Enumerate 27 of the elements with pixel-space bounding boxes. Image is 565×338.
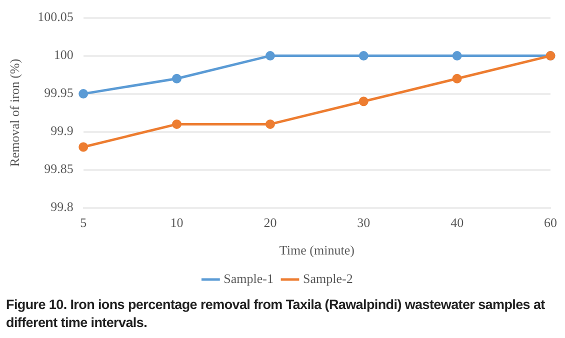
y-tick-label: 99.85 bbox=[44, 161, 74, 176]
x-tick-label: 20 bbox=[264, 215, 277, 230]
legend-label: Sample-1 bbox=[224, 270, 274, 286]
point bbox=[452, 51, 462, 61]
point bbox=[265, 119, 275, 129]
point bbox=[172, 74, 182, 84]
y-tick-label: 100.05 bbox=[38, 9, 74, 24]
x-tick-label: 40 bbox=[450, 215, 464, 230]
x-axis-title: Time (minute) bbox=[279, 242, 354, 258]
caption: Figure 10. Iron ions percentage removal from Taxila (Rawalpindi) wastewater samples at different time intervals. bbox=[6, 296, 546, 332]
y-tick-label: 99.95 bbox=[44, 85, 74, 100]
x-tick-label: 60 bbox=[544, 215, 557, 230]
y-tick-label: 99.8 bbox=[50, 199, 74, 214]
y-tick-label: 100 bbox=[54, 47, 74, 62]
y-tick-label: 99.9 bbox=[50, 123, 74, 138]
point bbox=[78, 89, 88, 99]
point bbox=[358, 51, 368, 61]
point bbox=[452, 74, 462, 84]
y-axis-title: Removal of iron (%) bbox=[7, 58, 22, 167]
point bbox=[358, 96, 368, 106]
point bbox=[78, 142, 88, 152]
legend-label: Sample-2 bbox=[303, 270, 353, 286]
x-tick-label: 30 bbox=[357, 215, 370, 230]
x-tick-label: 10 bbox=[170, 215, 184, 230]
x-tick-label: 5 bbox=[80, 215, 87, 230]
point bbox=[172, 119, 182, 129]
point bbox=[265, 51, 275, 61]
